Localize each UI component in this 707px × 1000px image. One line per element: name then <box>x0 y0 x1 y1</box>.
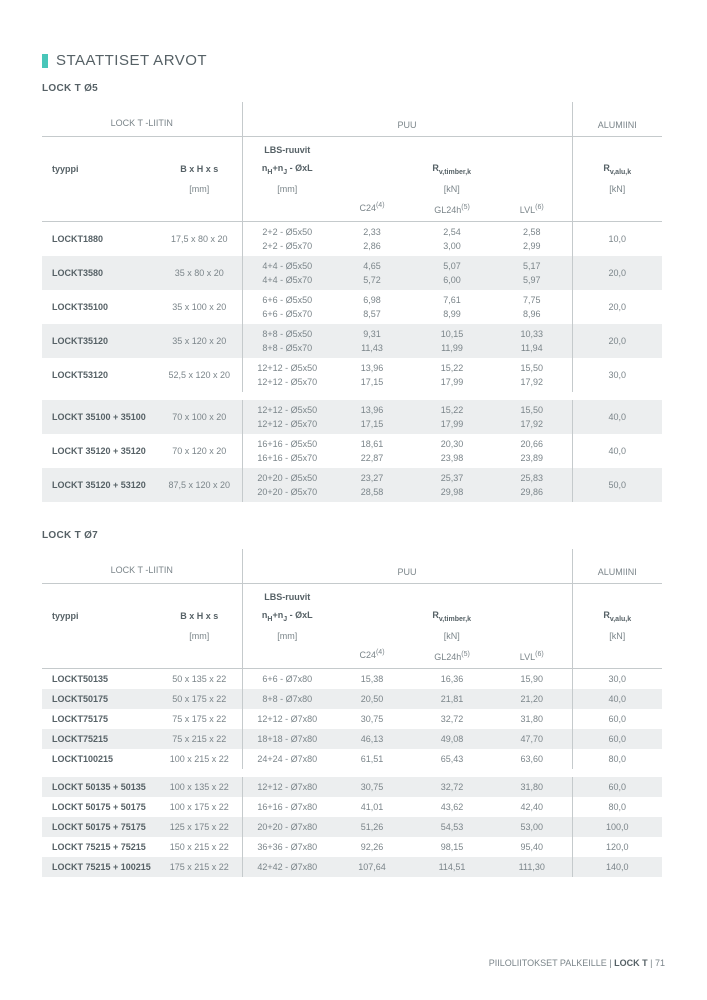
section1-title: LOCK T Ø5 <box>42 83 665 94</box>
table-row: LOCKT3580 35 x 80 x 20 4+4 - Ø5x504+4 - … <box>42 256 662 290</box>
section2-title: LOCK T Ø7 <box>42 530 665 541</box>
page-footer: PIILOLIITOKSET PALKEILLE | LOCK T | 71 <box>489 958 665 968</box>
table-row: LOCKT 35120 + 53120 87,5 x 120 x 20 20+2… <box>42 468 662 502</box>
table-row: LOCKT75215 75 x 215 x 22 18+18 - Ø7x80 4… <box>42 729 662 749</box>
table-row: LOCKT35120 35 x 120 x 20 8+8 - Ø5x508+8 … <box>42 324 662 358</box>
table-row: LOCKT75175 75 x 175 x 22 12+12 - Ø7x80 3… <box>42 709 662 729</box>
footer-text3: | 71 <box>648 958 665 968</box>
table-row: LOCKT 75215 + 75215 150 x 215 x 22 36+36… <box>42 837 662 857</box>
page-title: STAATTISET ARVOT <box>42 52 665 69</box>
table-row: LOCKT1880 17,5 x 80 x 20 2+2 - Ø5x502+2 … <box>42 221 662 256</box>
table-row: LOCKT 35100 + 35100 70 x 100 x 20 12+12 … <box>42 400 662 434</box>
table-row: LOCKT100215 100 x 215 x 22 24+24 - Ø7x80… <box>42 749 662 769</box>
footer-text2: LOCK T <box>614 958 648 968</box>
table-row: LOCKT50135 50 x 135 x 22 6+6 - Ø7x80 15,… <box>42 668 662 689</box>
table-lockt05: LOCK T -LIITIN PUU ALUMIINI LBS-ruuvit t… <box>42 102 662 502</box>
table-row: LOCKT 50135 + 50135 100 x 135 x 22 12+12… <box>42 777 662 797</box>
table-row: LOCKT50175 50 x 175 x 22 8+8 - Ø7x80 20,… <box>42 689 662 709</box>
table-row: LOCKT 35120 + 35120 70 x 120 x 20 16+16 … <box>42 434 662 468</box>
table-row: LOCKT 50175 + 50175 100 x 175 x 22 16+16… <box>42 797 662 817</box>
page-title-text: STAATTISET ARVOT <box>56 52 207 69</box>
table-row: LOCKT53120 52,5 x 120 x 20 12+12 - Ø5x50… <box>42 358 662 392</box>
footer-text1: PIILOLIITOKSET PALKEILLE | <box>489 958 614 968</box>
table-row: LOCKT 75215 + 100215 175 x 215 x 22 42+4… <box>42 857 662 877</box>
table-lockt07: LOCK T -LIITIN PUU ALUMIINI LBS-ruuvit t… <box>42 549 662 877</box>
title-accent-bar <box>42 54 48 68</box>
table-row: LOCKT 50175 + 75175 125 x 175 x 22 20+20… <box>42 817 662 837</box>
table-row: LOCKT35100 35 x 100 x 20 6+6 - Ø5x506+6 … <box>42 290 662 324</box>
